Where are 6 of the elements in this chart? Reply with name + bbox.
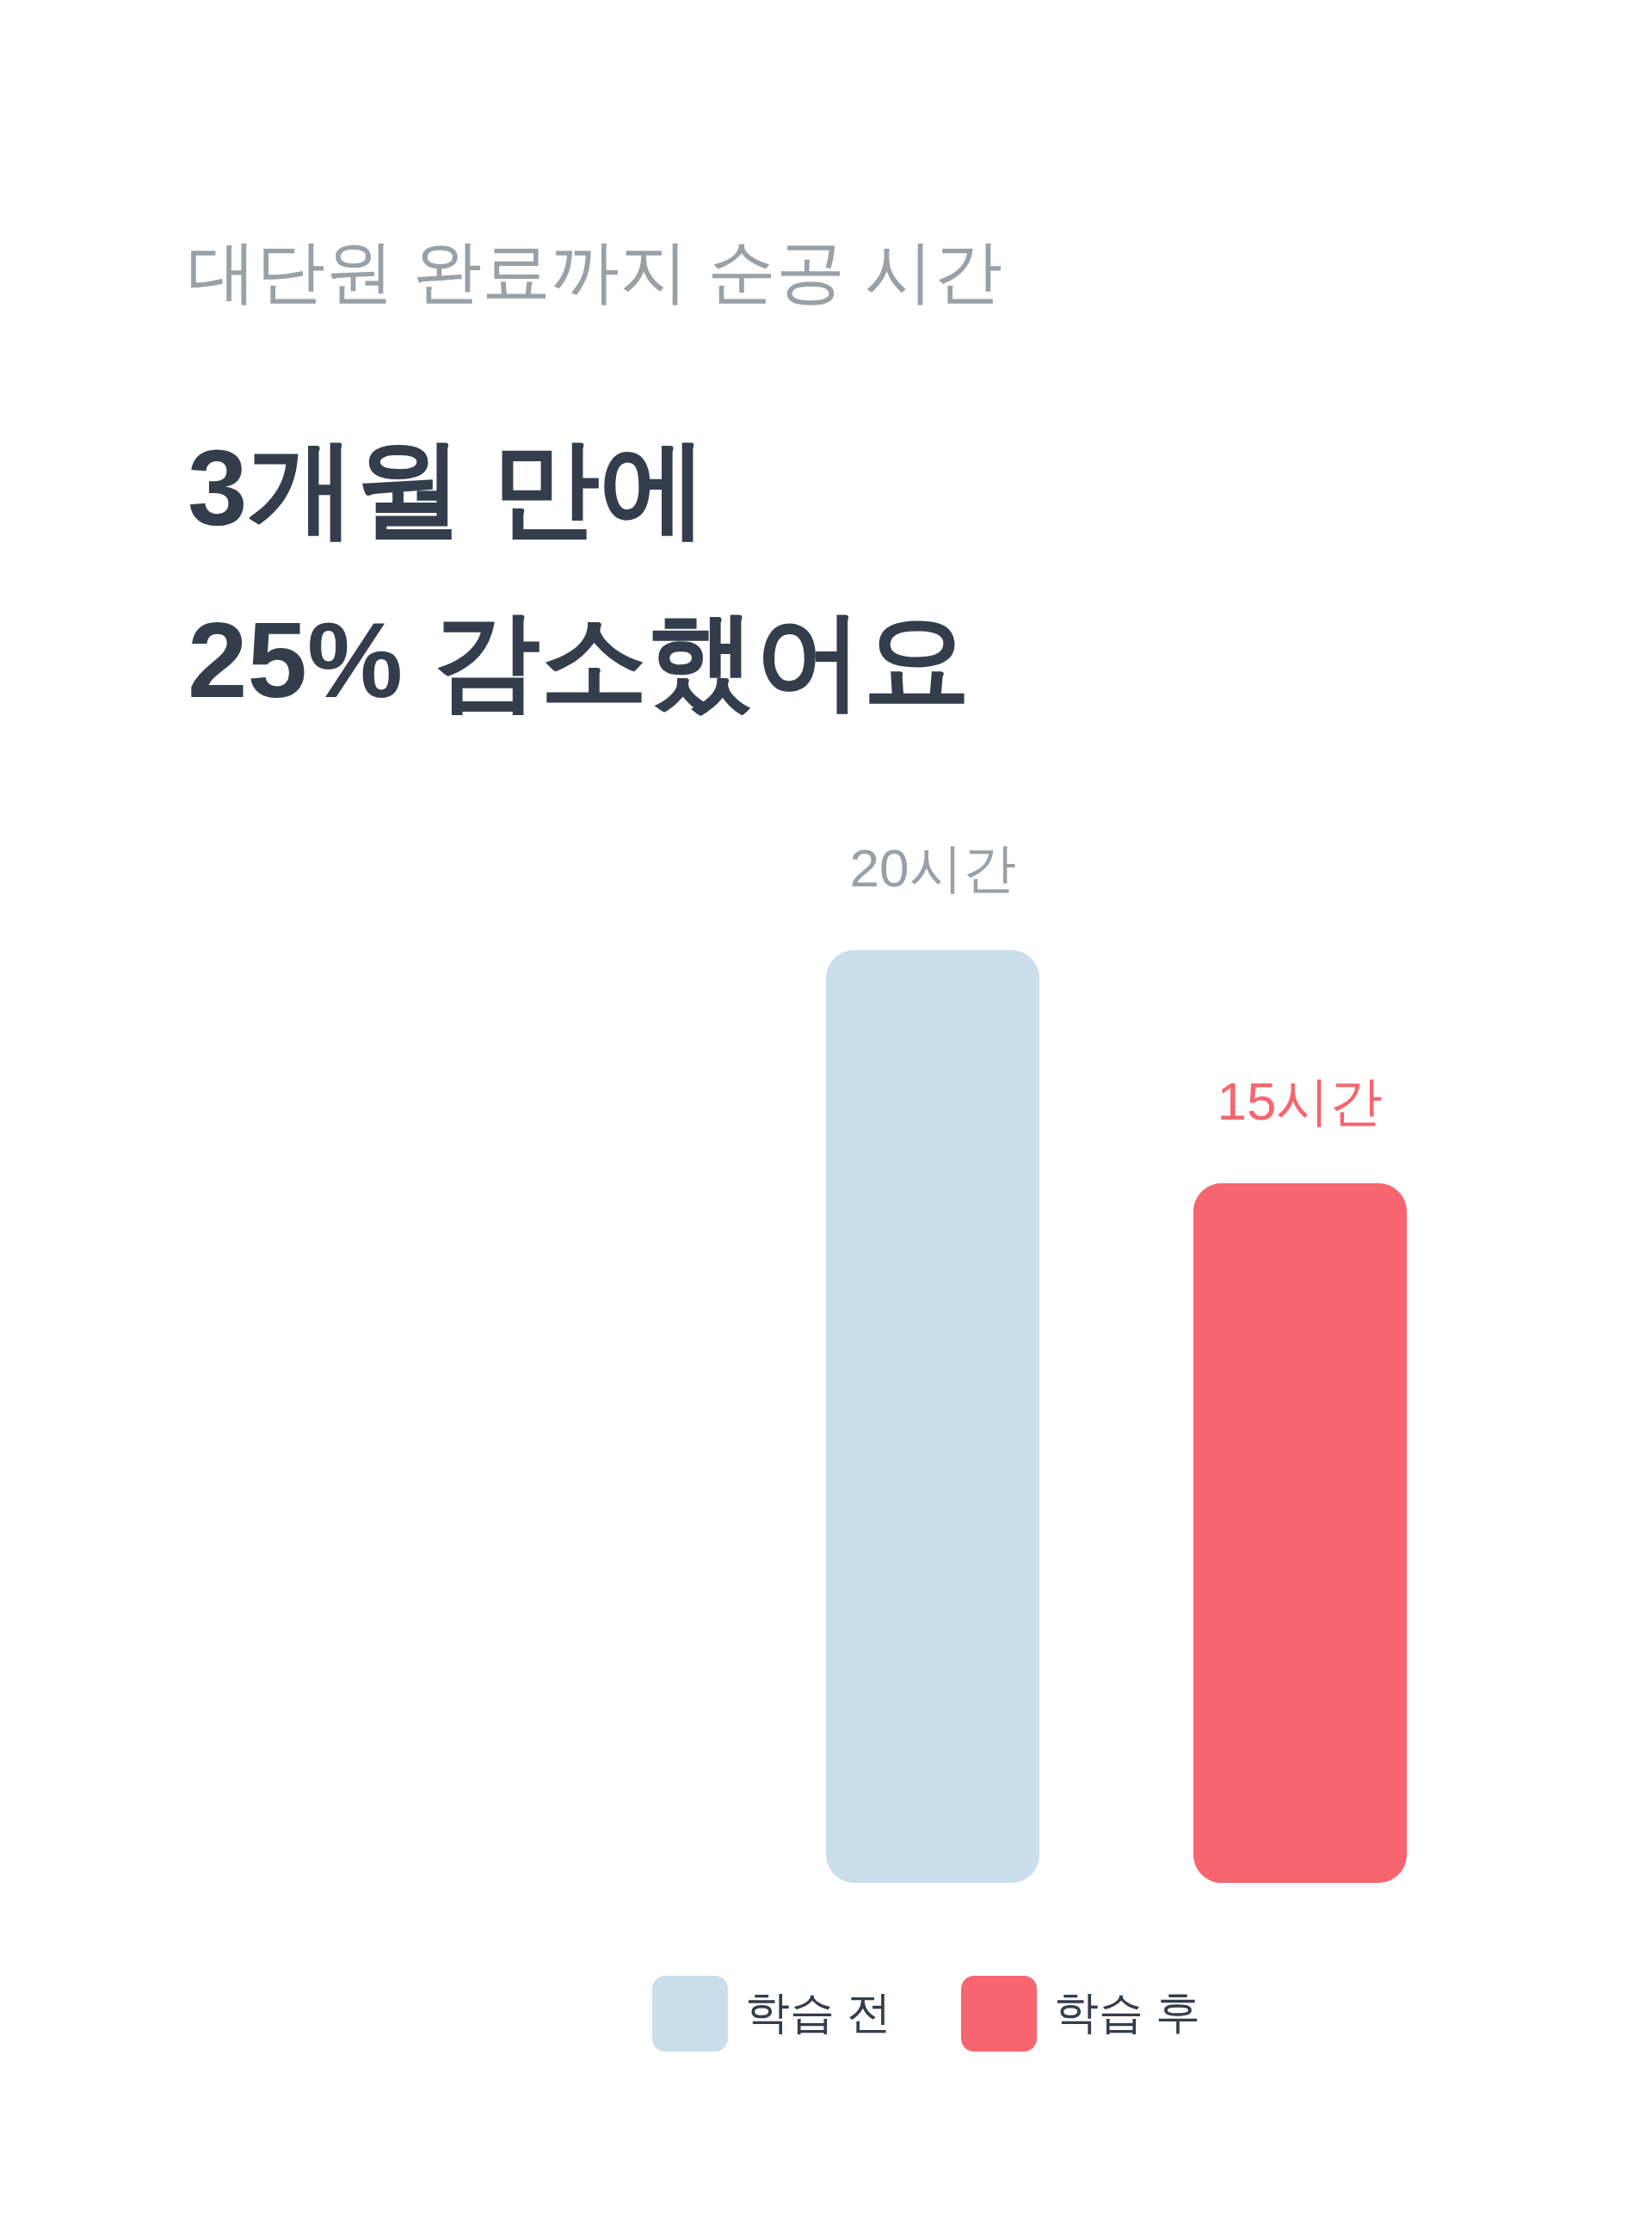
chart-subtitle: 대단원 완료까지 순공 시간 — [188, 233, 1002, 310]
data-label: 15시간 — [1217, 1071, 1384, 1131]
legend-label: 학습 전 — [745, 1987, 892, 2037]
legend-label: 학습 후 — [1054, 1987, 1201, 2037]
data-label: 20시간 — [849, 838, 1016, 898]
chart-title: 3개월 만에 25% 감소했어요 — [188, 428, 971, 719]
